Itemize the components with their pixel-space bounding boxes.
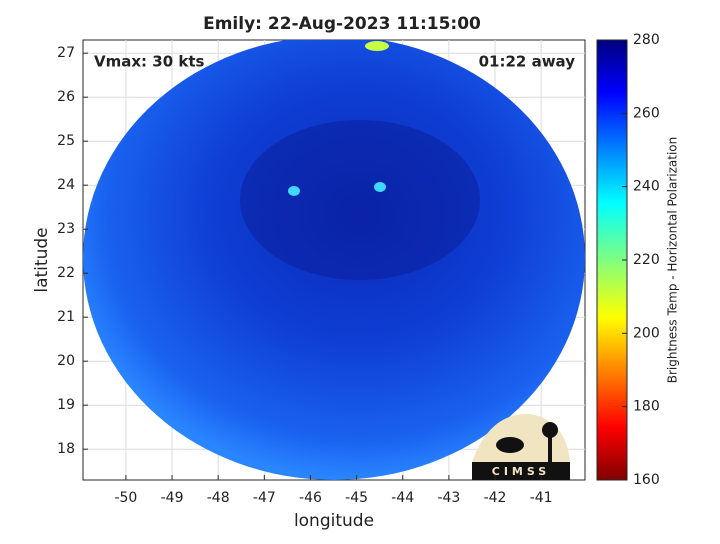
x-tick-label: -41	[530, 490, 553, 506]
colorbar-tick-label: 280	[633, 32, 660, 48]
bright-spot	[374, 182, 386, 192]
x-axis-label: longitude	[294, 511, 374, 531]
colorbar-tick-label: 180	[633, 399, 660, 415]
logo-text: CIMSS	[492, 465, 550, 478]
chart-title: Emily: 22-Aug-2023 11:15:00	[203, 14, 481, 34]
x-tick-label: -48	[207, 490, 230, 506]
y-axis-label: latitude	[32, 227, 52, 292]
y-tick-label: 21	[57, 309, 75, 325]
x-tick-label: -43	[437, 490, 460, 506]
x-tick-label: -50	[114, 490, 137, 506]
eye-region	[240, 120, 480, 280]
y-tick-label: 27	[57, 45, 75, 61]
x-tick-label: -42	[484, 490, 507, 506]
colorbar-tick-label: 160	[633, 472, 660, 488]
colorbar-tick-label: 220	[633, 252, 660, 268]
x-tick-label: -47	[253, 490, 276, 506]
x-tick-label: -45	[345, 490, 368, 506]
annotation: 01:22 away	[479, 53, 576, 71]
x-tick-label: -46	[299, 490, 322, 506]
x-tick-label: -49	[161, 490, 184, 506]
y-tick-label: 18	[57, 441, 75, 457]
colorbar-tick-label: 260	[633, 105, 660, 121]
y-tick-label: 24	[57, 177, 75, 193]
y-tick-label: 22	[57, 265, 75, 281]
colorbar-tick-label: 240	[633, 179, 660, 195]
annotation: Vmax: 30 kts	[94, 53, 204, 71]
y-tick-label: 26	[57, 89, 75, 105]
cimss-logo: CIMSS	[472, 413, 570, 480]
colorbar-tick-label: 200	[633, 325, 660, 341]
swath	[83, 40, 585, 480]
colorbar-label: Brightness Temp - Horizontal Polarizatio…	[666, 137, 680, 384]
y-tick-label: 19	[57, 397, 75, 413]
y-tick-label: 23	[57, 221, 75, 237]
y-tick-label: 20	[57, 353, 75, 369]
bright-spot	[365, 41, 389, 51]
y-tick-label: 25	[57, 133, 75, 149]
x-tick-label: -44	[391, 490, 414, 506]
bright-spot	[288, 186, 300, 196]
